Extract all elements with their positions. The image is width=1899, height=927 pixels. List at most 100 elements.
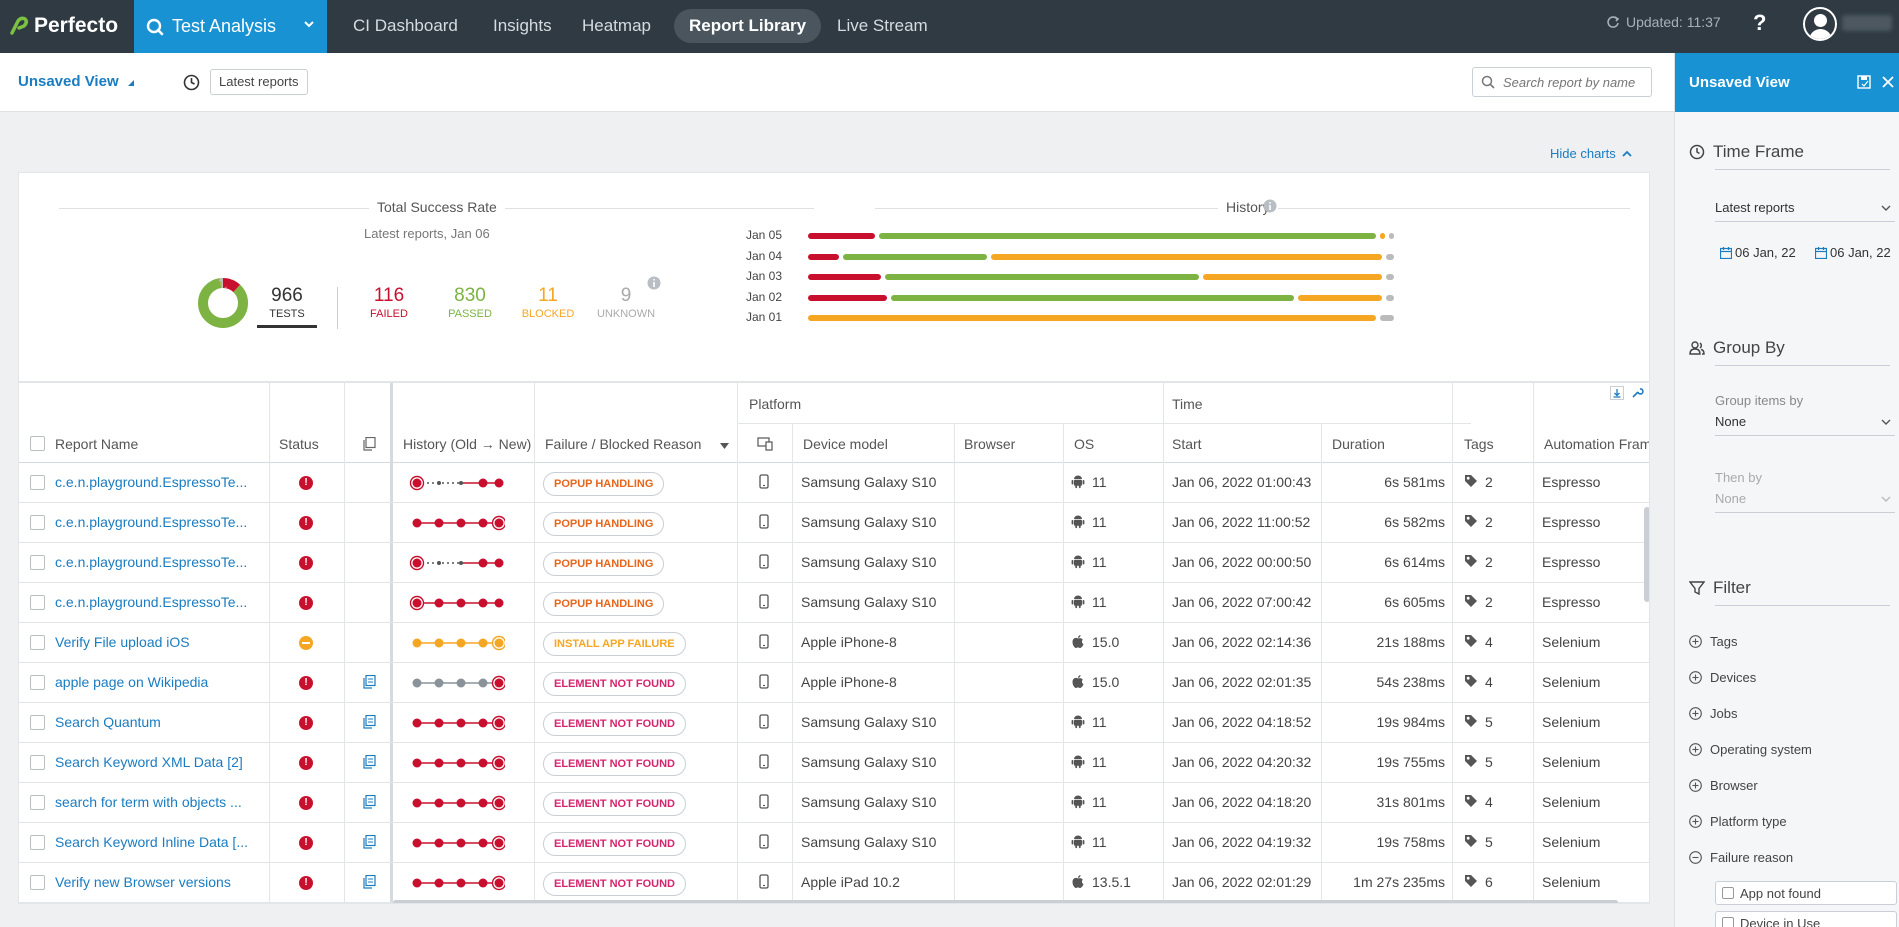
stat-unknown[interactable]: 9 UNKNOWN: [592, 285, 660, 320]
select-all-checkbox[interactable]: [30, 436, 45, 451]
tag-count-cell[interactable]: 4: [1485, 674, 1493, 690]
tag-count-cell[interactable]: 4: [1485, 794, 1493, 810]
row-checkbox[interactable]: [30, 475, 45, 490]
table-row[interactable]: c.e.n.playground.EspressoTe...! POPUP HAN…: [19, 503, 1649, 543]
search-report-box[interactable]: [1472, 67, 1652, 97]
history-dots[interactable]: [409, 593, 505, 613]
history-row[interactable]: Jan 02: [746, 287, 1394, 307]
row-checkbox[interactable]: [30, 675, 45, 690]
history-row[interactable]: Jan 04: [746, 246, 1394, 266]
report-document-icon[interactable]: [363, 875, 376, 889]
filter-item-devices[interactable]: Devices: [1689, 670, 1756, 685]
report-document-icon[interactable]: [363, 835, 376, 849]
save-view-icon[interactable]: [1857, 75, 1871, 89]
perfecto-logo[interactable]: Perfecto: [8, 10, 118, 42]
info-icon[interactable]: [647, 276, 661, 290]
tab-heatmap[interactable]: Heatmap: [582, 16, 651, 35]
tab-insights[interactable]: Insights: [493, 16, 552, 35]
report-name-link[interactable]: c.e.n.playground.EspressoTe...: [55, 474, 248, 490]
avatar[interactable]: [1803, 7, 1837, 41]
table-row[interactable]: c.e.n.playground.EspressoTe...! POPUP HAN…: [19, 543, 1649, 583]
tag-count-cell[interactable]: 5: [1485, 754, 1493, 770]
horizontal-scrollbar[interactable]: [393, 900, 1618, 903]
failure-reason-option[interactable]: Device in Use: [1715, 911, 1897, 927]
report-name-link[interactable]: apple page on Wikipedia: [55, 674, 209, 690]
option-checkbox[interactable]: [1722, 887, 1734, 899]
refresh-icon[interactable]: [1606, 15, 1620, 29]
date-from[interactable]: 06 Jan, 22: [1720, 245, 1796, 260]
tab-live-stream[interactable]: Live Stream: [837, 16, 928, 35]
report-name-link[interactable]: c.e.n.playground.EspressoTe...: [55, 554, 248, 570]
filter-item-failure-reason[interactable]: Failure reason: [1689, 850, 1793, 865]
table-row[interactable]: c.e.n.playground.EspressoTe...! POPUP HAN…: [19, 463, 1649, 503]
table-row[interactable]: Search Quantum! ELEMENT NOT FOUND Samsung …: [19, 703, 1649, 743]
history-row[interactable]: Jan 01: [746, 307, 1394, 327]
failure-reason-badge[interactable]: ELEMENT NOT FOUND: [543, 752, 686, 776]
col-report-name[interactable]: Report Name: [55, 436, 139, 452]
option-checkbox[interactable]: [1722, 917, 1734, 927]
history-dots[interactable]: [409, 553, 505, 573]
stat-failed[interactable]: 116 FAILED: [364, 285, 414, 320]
failure-reason-badge[interactable]: ELEMENT NOT FOUND: [543, 792, 686, 816]
filter-item-platform-type[interactable]: Platform type: [1689, 814, 1787, 829]
failure-reason-badge[interactable]: POPUP HANDLING: [543, 512, 665, 536]
view-name-dropdown[interactable]: Unsaved View: [18, 73, 134, 90]
col-browser[interactable]: Browser: [964, 436, 1016, 452]
col-tags[interactable]: Tags: [1464, 436, 1494, 452]
vertical-scrollbar[interactable]: [1644, 507, 1649, 602]
history-dots[interactable]: [409, 833, 505, 853]
tag-count-cell[interactable]: 2: [1485, 514, 1493, 530]
report-name-link[interactable]: Verify new Browser versions: [55, 874, 231, 890]
row-checkbox[interactable]: [30, 595, 45, 610]
report-name-link[interactable]: Verify File upload iOS: [55, 634, 190, 650]
report-name-link[interactable]: Search Keyword Inline Data [...: [55, 834, 248, 850]
search-input[interactable]: [1503, 74, 1643, 90]
report-document-icon[interactable]: [363, 675, 376, 689]
report-document-icon[interactable]: [363, 715, 376, 729]
col-failure-reason[interactable]: Failure / Blocked Reason: [545, 436, 702, 452]
help-button[interactable]: ?: [1753, 10, 1767, 35]
download-icon[interactable]: [1610, 386, 1624, 400]
stat-passed[interactable]: 830 PASSED: [444, 285, 496, 320]
history-dots[interactable]: [409, 753, 505, 773]
history-row[interactable]: Jan 03: [746, 266, 1394, 286]
failure-reason-badge[interactable]: ELEMENT NOT FOUND: [543, 672, 686, 696]
history-dots[interactable]: [409, 513, 505, 533]
table-row[interactable]: search for term with objects ...! ELEMENT…: [19, 783, 1649, 823]
table-row[interactable]: Verify new Browser versions! ELEMENT NOT …: [19, 863, 1649, 903]
row-checkbox[interactable]: [30, 875, 45, 890]
col-os[interactable]: OS: [1074, 436, 1095, 452]
row-checkbox[interactable]: [30, 795, 45, 810]
row-checkbox[interactable]: [30, 755, 45, 770]
hide-charts-button[interactable]: Hide charts: [1550, 146, 1632, 161]
row-checkbox[interactable]: [30, 555, 45, 570]
table-row[interactable]: c.e.n.playground.EspressoTe...! POPUP HAN…: [19, 583, 1649, 623]
row-checkbox[interactable]: [30, 715, 45, 730]
failure-reason-badge[interactable]: ELEMENT NOT FOUND: [543, 832, 686, 856]
tag-count-cell[interactable]: 4: [1485, 634, 1493, 650]
history-dots[interactable]: [409, 473, 505, 493]
tag-count-cell[interactable]: 6: [1485, 874, 1493, 890]
sort-caret-icon[interactable]: [720, 443, 729, 449]
row-checkbox[interactable]: [30, 635, 45, 650]
filter-item-jobs[interactable]: Jobs: [1689, 706, 1737, 721]
history-dots[interactable]: [409, 873, 505, 893]
report-name-link[interactable]: c.e.n.playground.EspressoTe...: [55, 594, 248, 610]
report-name-link[interactable]: Search Keyword XML Data [2]: [55, 754, 243, 770]
wrench-icon[interactable]: [1630, 386, 1644, 400]
col-start[interactable]: Start: [1172, 436, 1202, 452]
group-items-select[interactable]: None: [1715, 410, 1895, 436]
report-name-link[interactable]: c.e.n.playground.EspressoTe...: [55, 514, 248, 530]
stat-blocked[interactable]: 11 BLOCKED: [519, 285, 577, 320]
history-dots[interactable]: [409, 713, 505, 733]
tag-count-cell[interactable]: 5: [1485, 714, 1493, 730]
stat-tests[interactable]: 966 TESTS: [257, 285, 317, 328]
failure-reason-badge[interactable]: POPUP HANDLING: [543, 552, 665, 576]
info-icon[interactable]: [1263, 199, 1277, 213]
table-row[interactable]: Search Keyword XML Data [2]! ELEMENT NOT …: [19, 743, 1649, 783]
tag-count-cell[interactable]: 2: [1485, 594, 1493, 610]
filter-item-operating-system[interactable]: Operating system: [1689, 742, 1812, 757]
col-status[interactable]: Status: [279, 436, 319, 452]
failure-reason-badge[interactable]: POPUP HANDLING: [543, 472, 665, 496]
failure-reason-option[interactable]: App not found: [1715, 881, 1897, 905]
